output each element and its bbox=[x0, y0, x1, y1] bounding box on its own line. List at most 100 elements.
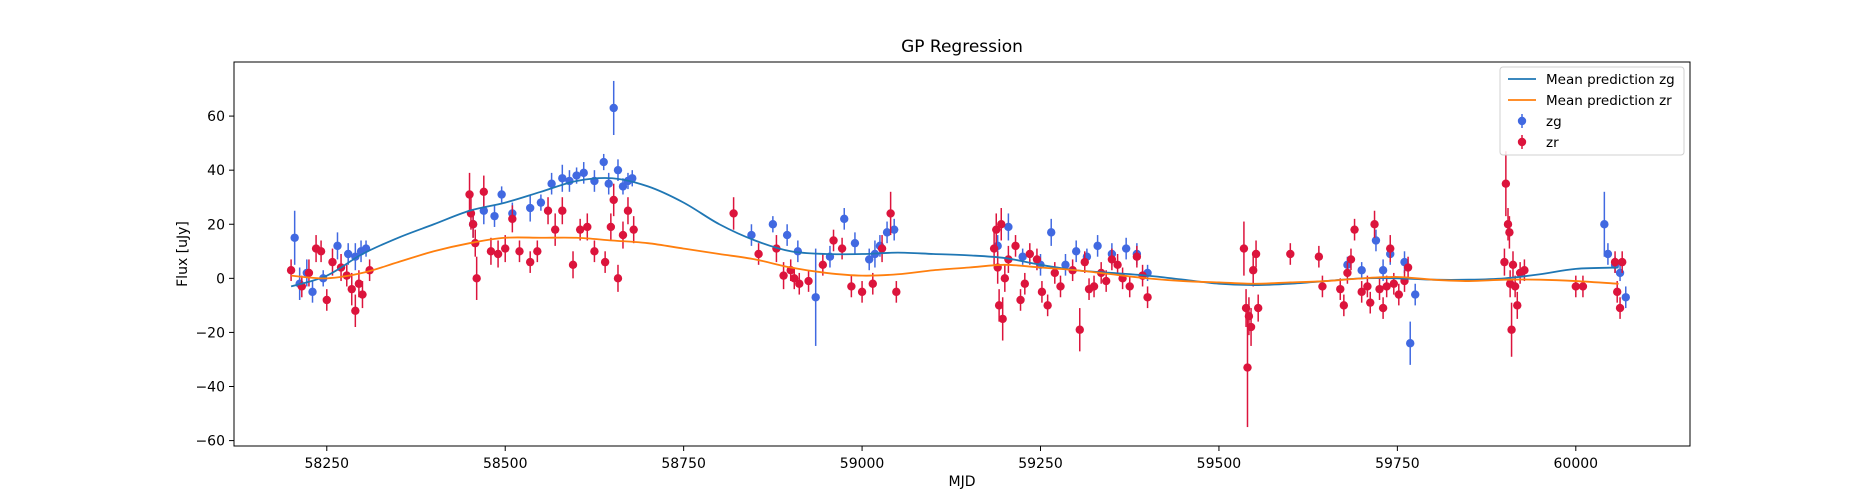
data-point bbox=[472, 274, 481, 283]
data-point bbox=[536, 198, 546, 207]
data-point bbox=[1411, 290, 1420, 299]
data-point bbox=[768, 220, 778, 229]
x-tick-label: 58250 bbox=[305, 456, 350, 472]
data-point bbox=[850, 238, 860, 248]
data-point bbox=[1600, 220, 1609, 229]
y-tick-label: 60 bbox=[207, 109, 225, 125]
data-point bbox=[1016, 295, 1025, 305]
data-point bbox=[1286, 249, 1295, 259]
legend-label: Mean prediction zr bbox=[1546, 93, 1672, 109]
y-axis-label: Flux [uJy] bbox=[175, 221, 191, 287]
data-point bbox=[479, 187, 489, 197]
data-point bbox=[1244, 311, 1254, 321]
data-point bbox=[1143, 293, 1152, 302]
legend-entry: zr bbox=[1517, 135, 1559, 151]
data-point bbox=[1603, 249, 1613, 259]
data-point bbox=[609, 103, 618, 113]
series-zr bbox=[286, 151, 1627, 428]
data-point bbox=[1578, 282, 1588, 291]
data-point bbox=[1357, 287, 1366, 297]
legend-entry: Mean prediction zg bbox=[1508, 72, 1675, 88]
data-point bbox=[465, 190, 474, 199]
data-point bbox=[550, 225, 560, 234]
data-point bbox=[868, 279, 877, 288]
data-point bbox=[1371, 236, 1381, 245]
data-point bbox=[1357, 266, 1366, 275]
y-tick-label: 40 bbox=[207, 163, 225, 179]
data-point bbox=[754, 249, 763, 259]
y-tick-label: 0 bbox=[216, 271, 225, 287]
data-point bbox=[1249, 266, 1258, 275]
data-point bbox=[1366, 298, 1375, 307]
data-point bbox=[1243, 363, 1252, 372]
data-point bbox=[322, 295, 331, 305]
data-point bbox=[618, 230, 628, 240]
x-tick-label: 59750 bbox=[1375, 456, 1420, 472]
data-point bbox=[623, 206, 633, 215]
data-point bbox=[1375, 284, 1384, 294]
y-tick-label: −60 bbox=[195, 434, 225, 450]
data-point bbox=[572, 171, 581, 180]
data-point bbox=[804, 276, 813, 286]
data-point bbox=[1071, 247, 1081, 256]
data-point bbox=[790, 274, 799, 283]
data-point bbox=[1378, 266, 1388, 275]
data-point bbox=[1382, 282, 1391, 291]
x-axis: 58250 58500 58750 59000 59250 59500 59750 60000 bbox=[305, 446, 1598, 472]
legend-label: Mean prediction zg bbox=[1546, 72, 1675, 88]
data-point bbox=[779, 271, 788, 280]
data-point bbox=[1403, 263, 1413, 272]
data-point bbox=[468, 220, 478, 229]
data-point bbox=[837, 244, 847, 253]
data-point bbox=[1336, 284, 1345, 294]
data-point bbox=[1239, 244, 1249, 253]
data-point bbox=[857, 287, 867, 297]
data-point bbox=[1615, 268, 1625, 278]
x-tick-label: 58750 bbox=[661, 456, 706, 472]
data-point bbox=[558, 174, 567, 183]
data-point bbox=[1075, 325, 1084, 334]
data-point bbox=[1107, 255, 1117, 264]
data-point bbox=[1520, 266, 1529, 275]
data-point bbox=[1615, 303, 1625, 313]
data-point bbox=[1508, 260, 1518, 270]
data-point bbox=[882, 228, 892, 237]
y-tick-label: −40 bbox=[195, 380, 225, 396]
data-point bbox=[351, 306, 360, 315]
data-point bbox=[347, 284, 356, 294]
data-point bbox=[583, 222, 592, 232]
data-point bbox=[590, 247, 599, 256]
data-point bbox=[1394, 290, 1404, 299]
line-Mean prediction zr bbox=[291, 236, 1619, 285]
data-point bbox=[1510, 282, 1520, 291]
data-point bbox=[606, 222, 616, 232]
data-point bbox=[1507, 325, 1516, 334]
data-point bbox=[1339, 301, 1349, 310]
data-point bbox=[579, 168, 588, 178]
data-point bbox=[501, 244, 510, 253]
data-point bbox=[1018, 252, 1027, 261]
data-point bbox=[316, 247, 326, 256]
legend-box bbox=[1499, 66, 1685, 156]
data-point bbox=[493, 249, 503, 259]
data-point bbox=[811, 293, 820, 302]
data-point bbox=[1101, 276, 1111, 286]
data-point bbox=[1047, 228, 1056, 237]
data-point bbox=[1121, 244, 1131, 253]
data-point bbox=[1501, 179, 1511, 188]
data-point bbox=[1000, 274, 1010, 283]
data-point bbox=[358, 290, 367, 299]
data-point bbox=[1500, 257, 1509, 267]
data-point bbox=[328, 257, 337, 267]
data-point bbox=[847, 282, 856, 291]
data-point bbox=[889, 225, 899, 234]
legend-marker-swatch bbox=[1517, 116, 1527, 126]
data-point bbox=[479, 206, 489, 215]
x-tick-label: 58500 bbox=[483, 456, 528, 472]
data-point bbox=[1389, 279, 1399, 288]
data-point bbox=[1346, 255, 1356, 264]
data-point bbox=[286, 266, 296, 275]
data-point bbox=[840, 214, 849, 224]
data-point bbox=[1406, 339, 1415, 348]
data-point bbox=[989, 244, 999, 253]
